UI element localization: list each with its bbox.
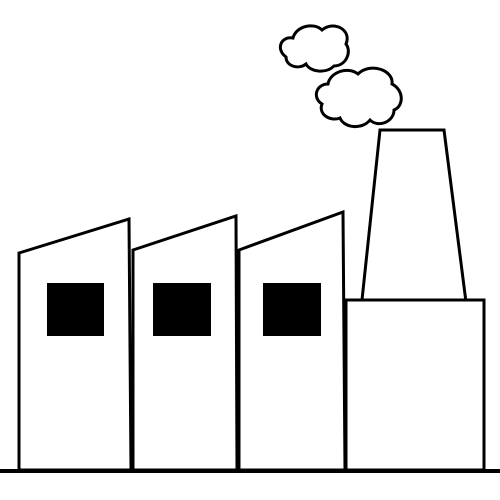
window-left bbox=[47, 283, 104, 336]
factory-windows bbox=[47, 283, 321, 336]
factory-building-left bbox=[17, 216, 133, 472]
factory-buildings bbox=[17, 209, 347, 472]
smoke-clouds bbox=[278, 24, 403, 128]
window-middle bbox=[153, 283, 211, 336]
chimney-base bbox=[344, 298, 486, 472]
smoke-cloud-small bbox=[278, 24, 350, 73]
factory-building-middle bbox=[131, 213, 239, 472]
factory-building-right bbox=[237, 209, 347, 472]
window-right bbox=[263, 283, 321, 336]
smoke-cloud-large bbox=[314, 66, 403, 128]
